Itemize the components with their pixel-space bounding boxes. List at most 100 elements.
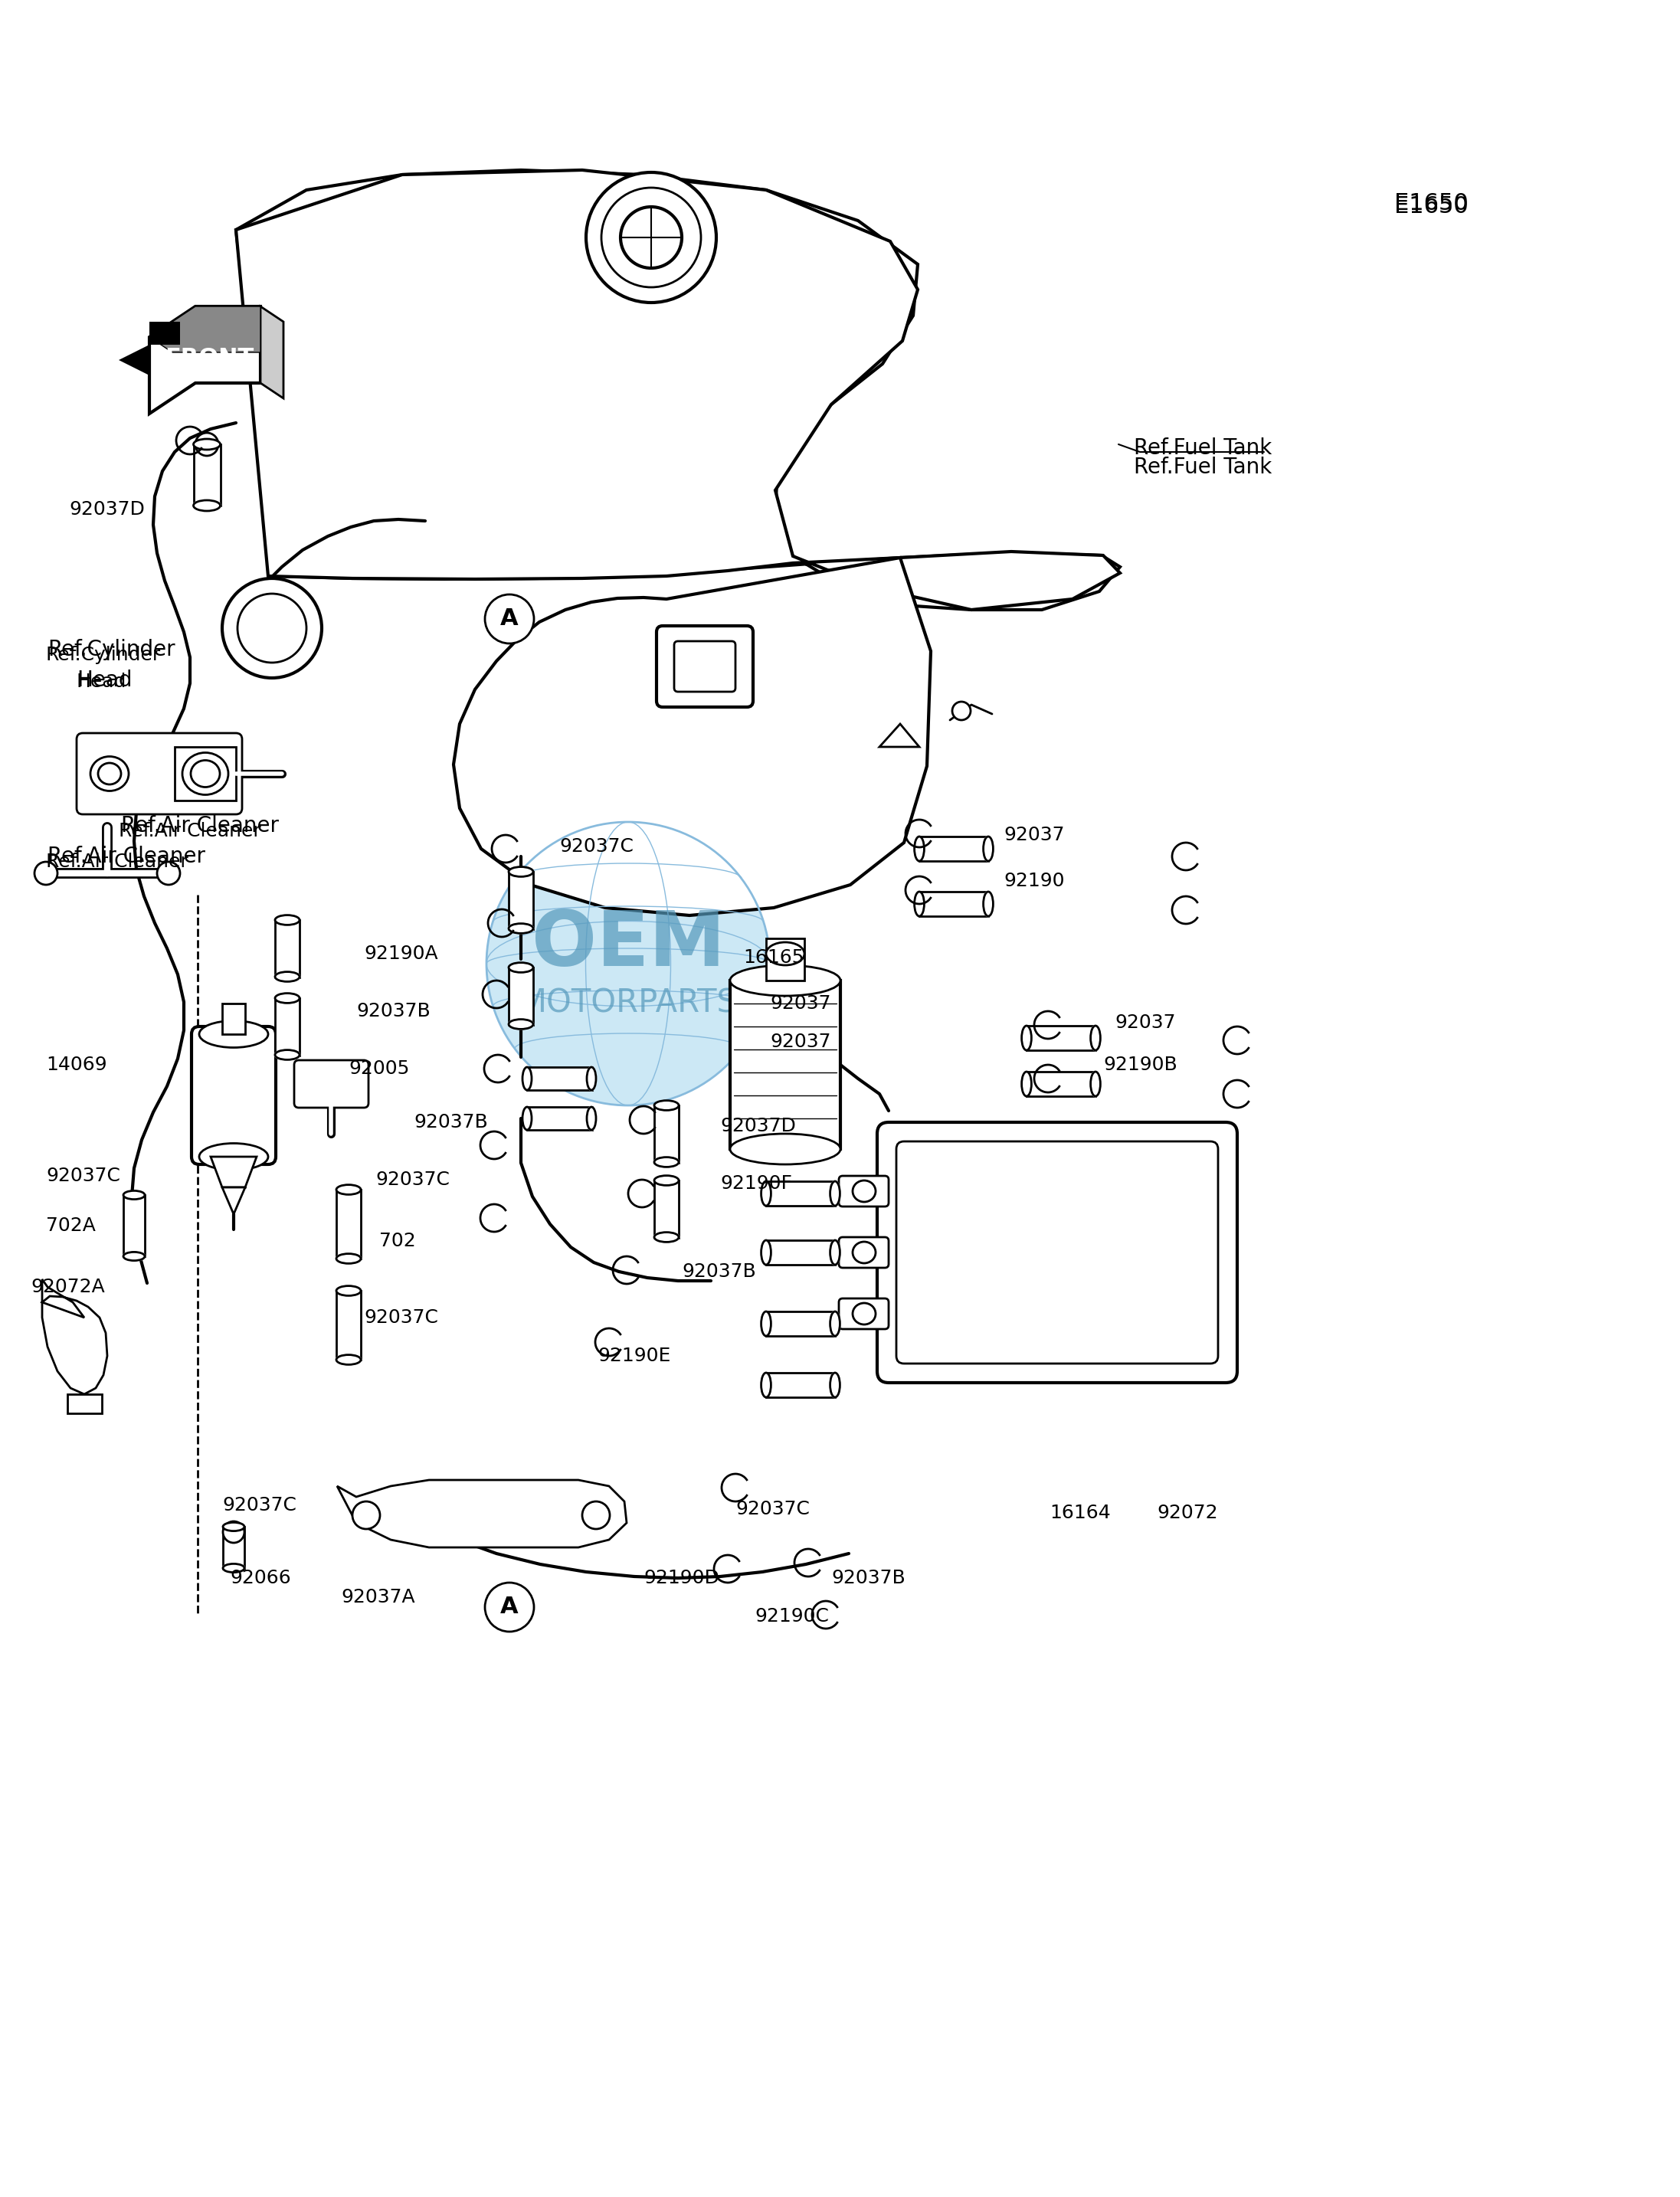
Text: 92037B: 92037B [356,1002,430,1019]
Text: 92190F: 92190F [721,1175,793,1193]
Text: 92037D: 92037D [721,1116,796,1136]
Text: 92037C: 92037C [559,837,633,855]
Bar [919,892,988,916]
Text: Ref.Cylinder: Ref.Cylinder [45,646,161,663]
Ellipse shape [761,1241,771,1265]
FancyBboxPatch shape [838,1237,889,1268]
Text: 92190C: 92190C [754,1608,828,1626]
Circle shape [223,1520,244,1542]
Ellipse shape [276,916,299,925]
Ellipse shape [853,1303,875,1325]
Ellipse shape [91,756,129,791]
Text: 14069: 14069 [45,1055,108,1074]
Ellipse shape [654,1158,679,1167]
Ellipse shape [193,439,220,450]
FancyBboxPatch shape [77,734,242,815]
Polygon shape [879,723,919,747]
Polygon shape [260,305,284,398]
FancyBboxPatch shape [674,642,736,692]
Bar [67,1395,102,1413]
Text: Ref.Air Cleaner: Ref.Air Cleaner [121,815,279,837]
Text: Ref.Fuel Tank: Ref.Fuel Tank [1134,437,1272,459]
Text: E1650: E1650 [1394,196,1468,218]
Polygon shape [150,321,180,376]
Text: 92037A: 92037A [341,1588,415,1606]
Circle shape [486,595,534,644]
Bar [276,921,299,978]
Circle shape [620,207,682,268]
Ellipse shape [123,1191,144,1200]
Ellipse shape [853,1241,875,1263]
Circle shape [486,1582,534,1632]
Polygon shape [222,1186,245,1215]
Ellipse shape [830,1241,840,1265]
Ellipse shape [276,993,299,1004]
Circle shape [953,701,971,721]
FancyBboxPatch shape [897,1142,1218,1364]
FancyBboxPatch shape [877,1123,1236,1382]
Ellipse shape [1021,1026,1032,1050]
Ellipse shape [336,1184,361,1195]
Ellipse shape [336,1285,361,1296]
Bar [528,1107,591,1129]
FancyBboxPatch shape [838,1175,889,1206]
Bar [509,967,533,1026]
Ellipse shape [200,1142,269,1171]
Ellipse shape [97,762,121,784]
Bar [766,1312,835,1336]
Text: 92037C: 92037C [375,1171,450,1189]
FancyBboxPatch shape [657,626,753,707]
Text: FRONT: FRONT [165,347,254,369]
Bar [766,1182,835,1206]
Ellipse shape [222,578,323,679]
Ellipse shape [336,1254,361,1263]
Bar [276,997,299,1055]
Ellipse shape [830,1312,840,1336]
Bar [919,837,988,861]
Bar [1026,1026,1095,1050]
Text: 92190: 92190 [1003,872,1065,890]
Bar [731,980,840,1149]
Circle shape [583,1501,610,1529]
Ellipse shape [193,501,220,512]
Text: 92037B: 92037B [832,1569,906,1586]
Text: Ref.Cylinder: Ref.Cylinder [47,639,175,661]
Text: 92037D: 92037D [69,501,144,518]
Ellipse shape [522,1107,531,1129]
Text: A: A [501,1595,519,1619]
Ellipse shape [509,1019,533,1028]
Ellipse shape [914,892,924,916]
Ellipse shape [586,1107,596,1129]
Text: 92005: 92005 [348,1059,410,1079]
Ellipse shape [761,1182,771,1206]
Text: 702A: 702A [45,1217,96,1235]
Text: Ref.Air Cleaner: Ref.Air Cleaner [47,846,205,868]
Ellipse shape [830,1182,840,1206]
Text: 92037: 92037 [1114,1013,1176,1033]
Polygon shape [150,305,260,352]
Ellipse shape [853,1180,875,1202]
Polygon shape [150,305,260,413]
Text: 92190A: 92190A [365,945,438,962]
Ellipse shape [731,1134,840,1164]
Bar [193,444,220,505]
Ellipse shape [983,892,993,916]
Bar [223,1527,244,1569]
Text: 92037: 92037 [769,1033,832,1050]
Text: E1650: E1650 [1394,191,1468,213]
Text: 92037C: 92037C [45,1167,121,1184]
Ellipse shape [237,593,306,663]
Ellipse shape [654,1101,679,1109]
Text: MOTORPARTS: MOTORPARTS [519,986,738,1019]
Bar [1026,1072,1095,1096]
Ellipse shape [1021,1072,1032,1096]
Polygon shape [235,169,1121,611]
Ellipse shape [223,1564,244,1573]
Ellipse shape [830,1373,840,1397]
Text: A: A [501,609,519,631]
FancyBboxPatch shape [838,1298,889,1329]
Bar [123,1195,144,1257]
Ellipse shape [200,1022,269,1048]
Ellipse shape [156,861,180,885]
Text: 702: 702 [380,1233,415,1250]
